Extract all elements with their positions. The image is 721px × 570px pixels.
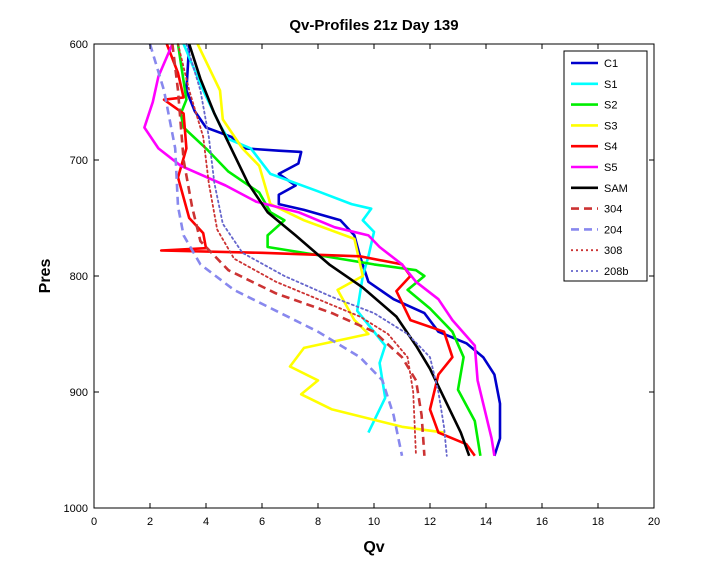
x-tick-label: 4	[203, 516, 209, 528]
legend: C1 S1 S2 S3 S4 S5 SAM 304 204 308 208b	[563, 50, 648, 282]
series-line-SAM	[187, 43, 471, 457]
y-axis-ticks: 600 700 800 900 1000	[64, 39, 654, 515]
series-line-204	[148, 43, 404, 457]
legend-label-SAM: SAM	[604, 183, 628, 195]
y-tick-label: 700	[70, 155, 88, 167]
legend-label-S3: S3	[604, 120, 617, 132]
chart-title: Qv-Profiles 21z Day 139	[289, 17, 458, 34]
y-tick-label: 1000	[64, 503, 88, 515]
x-tick-label: 8	[315, 516, 321, 528]
legend-label-204: 204	[604, 224, 622, 236]
legend-label-S5: S5	[604, 162, 617, 174]
x-tick-label: 6	[259, 516, 265, 528]
series-line-S5	[143, 43, 496, 457]
legend-label-308: 308	[604, 245, 622, 257]
x-tick-label: 10	[368, 516, 380, 528]
y-tick-label: 800	[70, 271, 88, 283]
x-tick-label: 14	[480, 516, 492, 528]
series-line-S3	[196, 43, 445, 434]
x-axis-label: Qv	[363, 539, 384, 556]
legend-label-S4: S4	[604, 141, 617, 153]
y-tick-label: 900	[70, 387, 88, 399]
series-line-308	[177, 43, 417, 457]
series-line-S1	[182, 43, 387, 434]
y-axis-label: Pres	[37, 259, 54, 294]
x-tick-label: 18	[592, 516, 604, 528]
series-line-208b	[185, 43, 448, 457]
series-line-304	[171, 43, 426, 456]
legend-label-C1: C1	[604, 58, 618, 70]
plot-lines	[143, 43, 502, 457]
legend-label-208b: 208b	[604, 266, 628, 278]
series-line-S2	[176, 43, 482, 457]
legend-label-304: 304	[604, 204, 622, 216]
y-tick-label: 600	[70, 39, 88, 51]
x-tick-label: 2	[147, 516, 153, 528]
x-axis-ticks: 0 2 4 6 8 10 12 14 16 18 20	[91, 44, 660, 528]
x-tick-label: 0	[91, 516, 97, 528]
legend-label-S2: S2	[604, 100, 617, 112]
x-tick-label: 12	[424, 516, 436, 528]
x-tick-label: 20	[648, 516, 660, 528]
x-tick-label: 16	[536, 516, 548, 528]
legend-label-S1: S1	[604, 79, 617, 91]
